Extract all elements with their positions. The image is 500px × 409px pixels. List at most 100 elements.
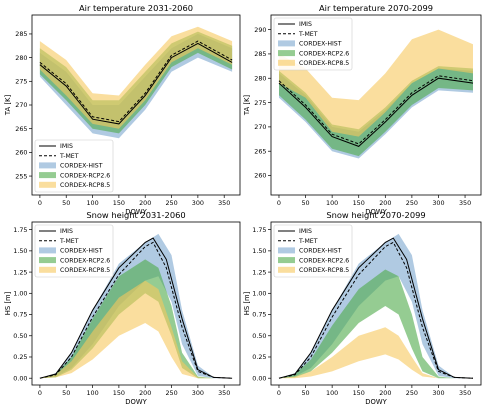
- y-tick-label: 0.75: [252, 311, 266, 319]
- y-tick-label: 260: [15, 149, 27, 157]
- legend-swatch: [278, 257, 295, 264]
- y-axis-label: TA [K]: [243, 95, 251, 117]
- legend-label: IMIS: [299, 228, 312, 235]
- legend-box: [34, 224, 114, 278]
- x-tick-label: 250: [406, 389, 418, 397]
- legend-swatch: [39, 266, 56, 273]
- chart-title: Air temperature 2070-2099: [319, 3, 433, 13]
- plot-area: [278, 233, 474, 379]
- legend-swatch: [39, 247, 56, 254]
- band-cordex-rcp85: [279, 327, 473, 379]
- legend-box: [273, 224, 353, 278]
- y-tick-label: 280: [15, 54, 27, 62]
- x-tick-label: 50: [62, 199, 70, 207]
- x-tick-label: 350: [218, 389, 230, 397]
- y-axis-label: HS [m]: [4, 291, 12, 315]
- plot-area: [39, 233, 233, 379]
- legend-label: CORDEX-RCP2.6: [299, 257, 349, 264]
- y-tick-label: 1.00: [252, 290, 266, 298]
- panel-3: 0 50 100 150 200 250 300 350 0.00 0.25 0.50 0.75 1.0…: [4, 210, 241, 406]
- x-tick-label: 150: [353, 199, 365, 207]
- x-tick-label: 200: [379, 199, 391, 207]
- legend-label: CORDEX-RCP2.6: [299, 50, 349, 57]
- y-tick-label: 1.25: [252, 268, 266, 276]
- legend: IMIS T-MET CORDEX-HIST CORDEX-RCP2.6 CORDEX-…: [34, 224, 114, 278]
- legend-swatch: [278, 50, 295, 57]
- axes-frame: [31, 221, 241, 386]
- x-tick-label: 0: [277, 199, 281, 207]
- y-tick-label: 285: [15, 30, 27, 38]
- legend-label: CORDEX-HIST: [60, 248, 103, 255]
- legend-label: IMIS: [299, 21, 312, 28]
- y-tick-label: 265: [15, 125, 27, 133]
- x-tick-label: 200: [379, 389, 391, 397]
- y-tick-label: 0.00: [252, 374, 266, 382]
- y-tick-label: 270: [15, 101, 27, 109]
- band-cordex-rcp85: [39, 280, 233, 379]
- legend-swatch: [278, 59, 295, 66]
- x-tick-label: 250: [406, 199, 418, 207]
- x-tick-label: 0: [38, 199, 42, 207]
- x-axis-label: DOWY: [365, 398, 387, 406]
- x-tick-label: 300: [432, 199, 444, 207]
- line-imis: [278, 77, 474, 147]
- x-axis-label: DOWY: [125, 398, 147, 406]
- band-cordex-rcp26: [279, 66, 473, 157]
- y-tick-label: 0.25: [13, 353, 27, 361]
- legend-label: CORDEX-HIST: [299, 41, 342, 48]
- y-tick-label: 1.75: [13, 226, 27, 234]
- x-axis-label: DOWY: [365, 208, 387, 216]
- legend-swatch: [278, 40, 295, 47]
- legend-label: T-MET: [298, 238, 318, 245]
- line-t-met: [39, 40, 233, 123]
- legend-swatch: [39, 257, 56, 264]
- x-tick-label: 50: [301, 389, 309, 397]
- x-tick-label: 350: [459, 389, 471, 397]
- legend-label: CORDEX-RCP8.5: [60, 267, 110, 274]
- y-axis-label: HS [m]: [243, 291, 251, 315]
- y-tick-label: 280: [254, 74, 266, 82]
- x-tick-label: 300: [192, 389, 204, 397]
- y-tick-label: 0.50: [252, 332, 266, 340]
- x-tick-label: 150: [353, 389, 365, 397]
- y-tick-label: 1.00: [13, 290, 27, 298]
- y-tick-label: 270: [254, 123, 266, 131]
- y-tick-label: 0.50: [13, 332, 27, 340]
- y-tick-label: 255: [15, 172, 27, 180]
- band-cordex-rcp85: [39, 26, 233, 129]
- line-t-met: [278, 75, 474, 145]
- y-tick-label: 1.75: [252, 226, 266, 234]
- y-tick-label: 275: [254, 99, 266, 107]
- legend-label: T-MET: [59, 238, 79, 245]
- plot-area: [39, 26, 233, 139]
- x-tick-label: 350: [459, 199, 471, 207]
- plot-area: [278, 29, 474, 159]
- x-tick-label: 0: [38, 389, 42, 397]
- chart-title: Air temperature 2031-2060: [79, 3, 193, 13]
- y-tick-label: 275: [15, 78, 27, 86]
- x-tick-label: 300: [432, 389, 444, 397]
- legend-label: IMIS: [60, 228, 73, 235]
- legend-label: CORDEX-RCP8.5: [60, 182, 110, 189]
- legend-swatch: [39, 172, 56, 179]
- axes-frame: [270, 14, 482, 196]
- legend-label: CORDEX-HIST: [299, 248, 342, 255]
- x-tick-label: 100: [326, 199, 338, 207]
- y-tick-label: 1.50: [13, 247, 27, 255]
- chart-title: Snow height 2031-2060: [86, 210, 185, 220]
- panel-2: 0 50 100 150 200 250 300 350 260 265 270 275 280 285 2…: [243, 3, 482, 216]
- line-imis: [278, 237, 474, 379]
- y-tick-label: 1.50: [252, 247, 266, 255]
- y-tick-label: 1.25: [13, 268, 27, 276]
- legend-label: CORDEX-RCP8.5: [299, 60, 349, 67]
- x-tick-label: 350: [218, 199, 230, 207]
- x-tick-label: 100: [326, 389, 338, 397]
- y-tick-label: 290: [254, 26, 266, 34]
- y-tick-label: 285: [254, 50, 266, 58]
- legend-label: T-MET: [59, 153, 79, 160]
- x-tick-label: 250: [165, 199, 177, 207]
- x-tick-label: 50: [301, 199, 309, 207]
- legend-label: T-MET: [298, 31, 318, 38]
- legend: IMIS T-MET CORDEX-HIST CORDEX-RCP2.6 CORDEX-…: [273, 224, 353, 278]
